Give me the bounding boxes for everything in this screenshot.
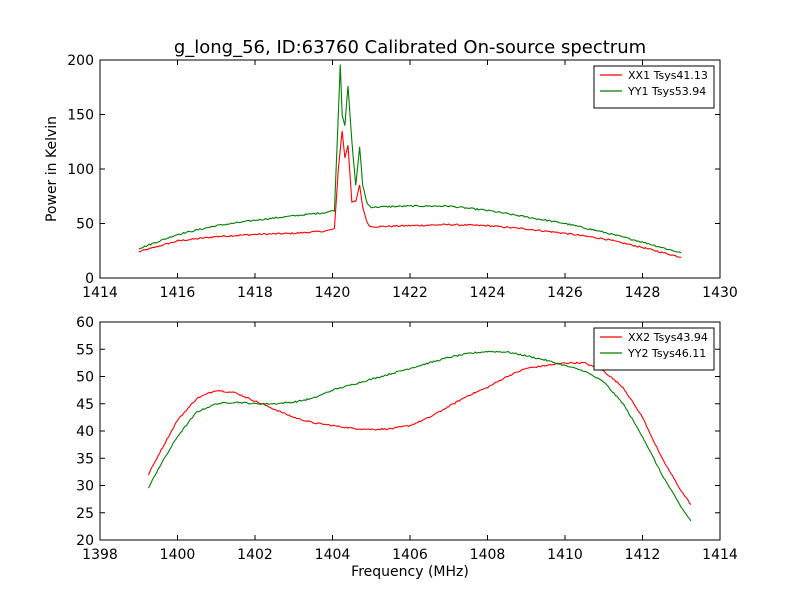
bottom-xlabel: Frequency (MHz) <box>351 564 469 580</box>
x-tick-label: 1398 <box>82 547 118 563</box>
y-tick-label: 50 <box>76 217 94 233</box>
bottom-subplot: 1398 1400 1402 1404 1406 1408 1410 1412 1414 20 25… <box>76 315 738 580</box>
x-tick-label: 1430 <box>702 285 738 301</box>
x-tick-label: 1428 <box>625 285 661 301</box>
x-tick-label: 1414 <box>82 285 118 301</box>
x-tick-label: 1402 <box>237 547 273 563</box>
legend-box <box>593 65 715 109</box>
legend-label: XX2 Tsys43.94 <box>628 331 708 344</box>
series-line-1-0 <box>147 361 692 505</box>
bottom-ticks: 1398 1400 1402 1404 1406 1408 1410 1412 1414 20 25… <box>76 315 738 563</box>
top-plot-lines <box>138 64 682 258</box>
y-tick-label: 30 <box>76 479 94 495</box>
x-tick-label: 1412 <box>625 547 661 563</box>
y-tick-label: 100 <box>67 162 94 178</box>
chart-title: g_long_56, ID:63760 Calibrated On-source… <box>174 37 646 58</box>
legend-label: YY1 Tsys53.94 <box>627 85 706 98</box>
bottom-legend: XX2 Tsys43.94 YY2 Tsys46.11 <box>593 327 715 371</box>
legend-box <box>593 327 715 371</box>
series-line-0-1 <box>138 64 682 254</box>
y-tick-label: 200 <box>67 53 94 69</box>
x-tick-label: 1418 <box>237 285 273 301</box>
x-tick-label: 1408 <box>470 547 506 563</box>
y-tick-label: 45 <box>76 397 94 413</box>
y-tick-label: 25 <box>76 506 94 522</box>
y-tick-label: 35 <box>76 451 94 467</box>
y-tick-label: 55 <box>76 342 94 358</box>
x-tick-label: 1416 <box>160 285 196 301</box>
top-ylabel: Power in Kelvin <box>44 116 60 222</box>
x-tick-label: 1406 <box>392 547 428 563</box>
y-tick-label: 50 <box>76 370 94 386</box>
y-tick-label: 150 <box>67 108 94 124</box>
series-line-0-0 <box>138 130 682 258</box>
x-tick-label: 1414 <box>702 547 738 563</box>
y-tick-label: 20 <box>76 533 94 549</box>
x-tick-label: 1426 <box>547 285 583 301</box>
x-tick-label: 1400 <box>160 547 196 563</box>
x-tick-label: 1410 <box>547 547 583 563</box>
bottom-plot-lines <box>147 350 692 522</box>
series-line-1-1 <box>147 350 692 522</box>
y-tick-label: 0 <box>85 271 94 287</box>
top-legend: XX1 Tsys41.13 YY1 Tsys53.94 <box>593 65 715 109</box>
y-tick-label: 40 <box>76 424 94 440</box>
x-tick-label: 1404 <box>315 547 351 563</box>
x-tick-label: 1422 <box>392 285 428 301</box>
x-tick-label: 1420 <box>315 285 351 301</box>
legend-label: XX1 Tsys41.13 <box>628 69 708 82</box>
y-tick-label: 60 <box>76 315 94 331</box>
top-ticks: 1414 1416 1418 1420 1422 1424 1426 1428 1430 0 50 1… <box>67 53 738 301</box>
top-subplot: 1414 1416 1418 1420 1422 1424 1426 1428 1430 0 50 1… <box>44 53 738 301</box>
x-tick-label: 1424 <box>470 285 506 301</box>
legend-label: YY2 Tsys46.11 <box>627 347 706 360</box>
